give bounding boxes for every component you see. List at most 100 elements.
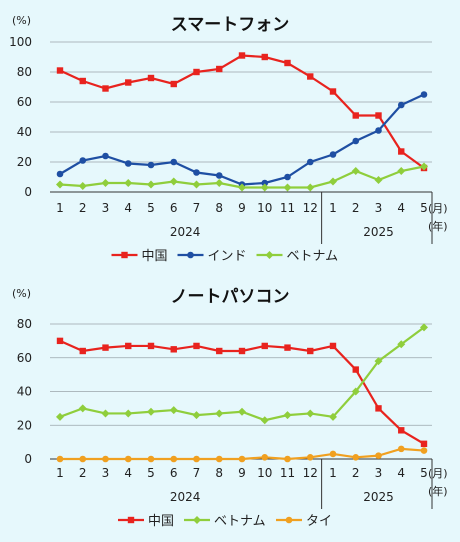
data-point (147, 161, 155, 169)
data-point (56, 337, 64, 345)
year-label-2024: 2024 (170, 490, 201, 504)
x-tick-label: 3 (102, 201, 110, 215)
legend-marker (193, 516, 201, 524)
data-point (147, 180, 155, 189)
month-unit: (月) (428, 202, 448, 215)
x-tick-label: 1 (329, 466, 337, 480)
data-point (398, 427, 405, 434)
data-point (193, 68, 200, 76)
x-tick-label: 5 (420, 201, 428, 215)
y-tick-label: 80 (17, 65, 32, 79)
data-point (260, 416, 269, 425)
y-axis-unit: (%) (12, 287, 31, 300)
x-tick-label: 2 (352, 201, 360, 215)
x-tick-label: 2 (79, 201, 87, 215)
data-point (238, 407, 246, 416)
data-point (124, 455, 132, 463)
data-point (147, 342, 155, 350)
data-point (375, 112, 382, 119)
data-point (170, 346, 177, 353)
x-tick-label: 2 (352, 466, 360, 480)
legend-label: ベトナム (214, 514, 266, 529)
y-tick-label: 80 (17, 317, 32, 331)
data-point (397, 167, 406, 175)
legend-label: 中国 (148, 514, 174, 529)
data-point (56, 170, 64, 178)
data-point (102, 455, 109, 463)
data-point (102, 344, 109, 351)
x-tick-label: 7 (193, 201, 201, 215)
year-unit: (年) (428, 219, 448, 233)
data-point (375, 127, 382, 134)
chart-title: ノートパソコン (171, 287, 290, 307)
data-point (420, 440, 428, 448)
year-label-2024: 2024 (170, 225, 201, 239)
data-point (79, 347, 86, 355)
data-point (238, 455, 246, 463)
y-tick-label: 60 (17, 95, 32, 109)
y-tick-label: 40 (17, 125, 32, 139)
data-point (101, 409, 110, 418)
data-point (193, 455, 200, 463)
data-point (124, 409, 133, 418)
x-tick-label: 11 (280, 201, 295, 215)
x-tick-label: 10 (257, 201, 272, 215)
y-tick-label: 100 (9, 35, 32, 49)
legend-marker (265, 251, 274, 259)
legend-label: ベトナム (287, 249, 339, 264)
x-tick-label: 5 (420, 466, 428, 480)
data-point (420, 323, 428, 332)
data-point (56, 180, 64, 189)
data-point (125, 342, 132, 350)
series-line-1 (59, 339, 425, 445)
legend-marker (187, 251, 194, 259)
data-point (420, 91, 428, 98)
x-tick-label: 5 (147, 201, 155, 215)
x-tick-label: 2 (79, 466, 87, 480)
data-point (79, 77, 86, 85)
data-point (238, 183, 246, 192)
data-point (147, 74, 155, 82)
data-point (352, 366, 359, 373)
series-line-2 (59, 93, 425, 186)
data-point (398, 148, 405, 155)
data-point (261, 53, 268, 61)
data-point (329, 177, 337, 186)
data-point (56, 412, 64, 421)
y-axis-unit: (%) (12, 14, 31, 27)
chart-title: スマートフォン (171, 15, 290, 35)
y-tick-label: 20 (17, 155, 32, 169)
data-point (124, 160, 132, 167)
data-point (329, 342, 337, 350)
y-tick-label: 0 (24, 452, 32, 466)
x-tick-label: 12 (303, 201, 318, 215)
x-tick-label: 3 (375, 466, 383, 480)
data-point (351, 167, 360, 175)
data-point (193, 342, 200, 350)
data-point (216, 347, 223, 355)
data-point (397, 101, 405, 109)
x-tick-label: 1 (329, 201, 337, 215)
x-tick-label: 3 (375, 201, 383, 215)
x-tick-label: 3 (102, 466, 110, 480)
x-tick-label: 9 (238, 201, 246, 215)
x-tick-label: 11 (280, 466, 295, 480)
data-point (261, 179, 269, 187)
data-point (101, 179, 110, 187)
x-tick-label: 4 (124, 201, 132, 215)
data-point (124, 179, 133, 187)
data-point (375, 452, 382, 459)
x-tick-label: 9 (238, 466, 246, 480)
data-point (78, 404, 87, 413)
x-tick-label: 1 (56, 466, 64, 480)
data-point (284, 455, 291, 463)
data-point (284, 344, 291, 351)
data-point (352, 454, 360, 461)
data-point (397, 340, 406, 349)
data-point (238, 52, 246, 59)
data-point (147, 407, 155, 416)
data-point (260, 183, 269, 192)
